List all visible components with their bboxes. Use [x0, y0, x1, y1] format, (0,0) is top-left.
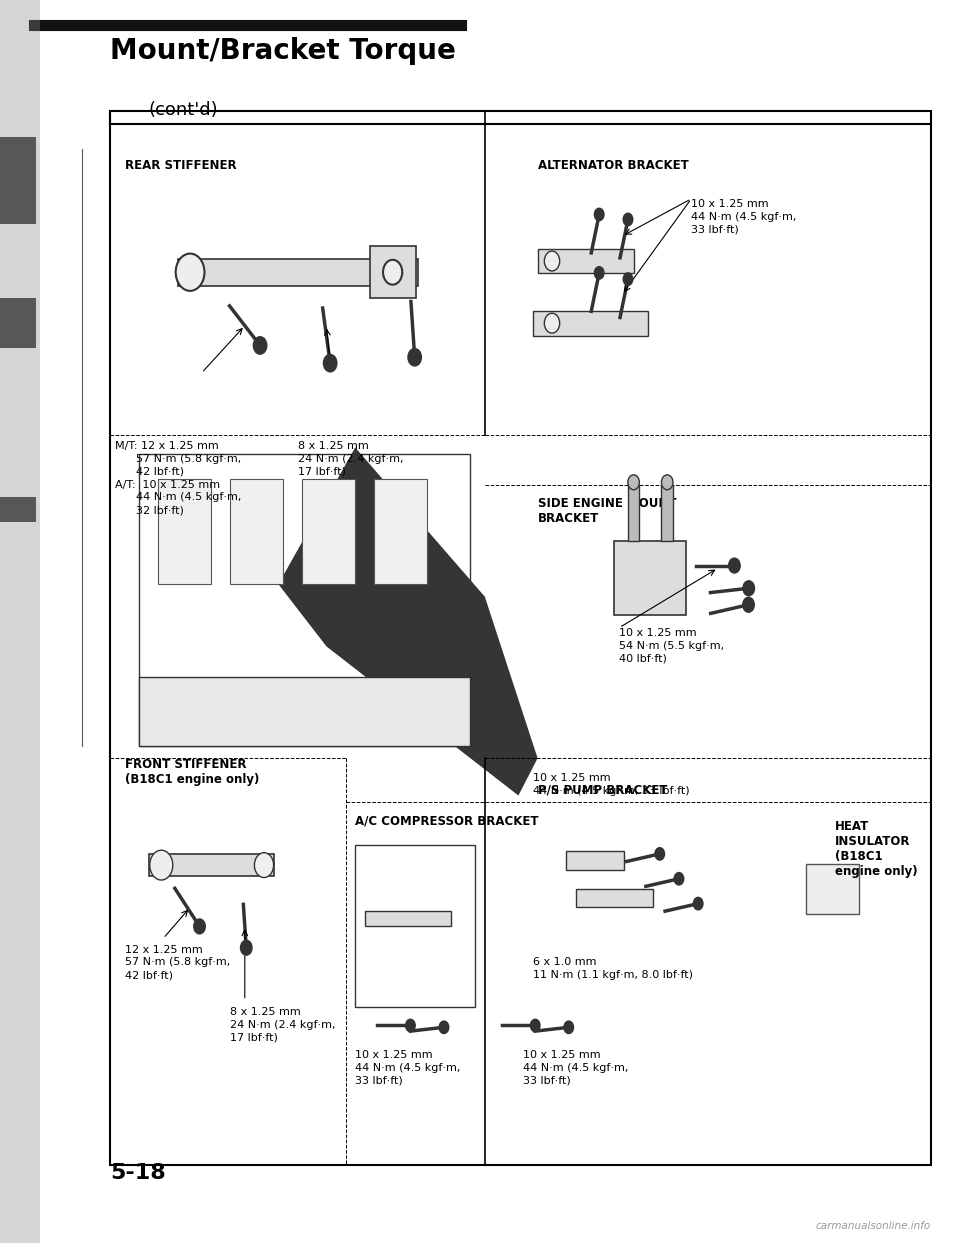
- Text: 8 x 1.25 mm
24 N·m (2.4 kgf·m,
17 lbf·ft): 8 x 1.25 mm 24 N·m (2.4 kgf·m, 17 lbf·ft…: [298, 441, 403, 477]
- Bar: [230, 479, 283, 584]
- Bar: [538, 249, 634, 273]
- Circle shape: [743, 580, 755, 595]
- Circle shape: [544, 313, 560, 333]
- Bar: [149, 854, 274, 876]
- Text: ALTERNATOR BRACKET: ALTERNATOR BRACKET: [538, 159, 688, 172]
- Circle shape: [729, 558, 740, 573]
- Bar: [355, 845, 475, 1007]
- Text: Mount/Bracket Torque: Mount/Bracket Torque: [110, 36, 456, 65]
- Circle shape: [655, 848, 664, 860]
- Text: 10 x 1.25 mm
44 N·m (4.5 kgf·m,
33 lbf·ft): 10 x 1.25 mm 44 N·m (4.5 kgf·m, 33 lbf·f…: [355, 1050, 461, 1086]
- Text: 10 x 1.25 mm
44 N·m (4.5 kgf·m,
33 lbf·ft): 10 x 1.25 mm 44 N·m (4.5 kgf·m, 33 lbf·f…: [691, 199, 797, 235]
- Text: 10 x 1.25 mm
44 N·m (4.5 kgf·m, 33 lbf·ft): 10 x 1.25 mm 44 N·m (4.5 kgf·m, 33 lbf·f…: [533, 773, 689, 796]
- Text: REAR STIFFENER: REAR STIFFENER: [125, 159, 236, 172]
- Circle shape: [674, 873, 684, 885]
- Text: 10 x 1.25 mm
44 N·m (4.5 kgf·m,
33 lbf·ft): 10 x 1.25 mm 44 N·m (4.5 kgf·m, 33 lbf·f…: [523, 1050, 629, 1086]
- Bar: [628, 485, 639, 541]
- Circle shape: [324, 354, 337, 372]
- Bar: [139, 677, 470, 746]
- Bar: [0, 298, 36, 348]
- Bar: [0, 497, 36, 522]
- Circle shape: [623, 273, 633, 286]
- Bar: [0, 0, 40, 1243]
- Circle shape: [150, 850, 173, 880]
- Bar: [533, 311, 648, 336]
- Text: P/S PUMP BRACKET: P/S PUMP BRACKET: [538, 783, 667, 796]
- Circle shape: [623, 214, 633, 226]
- Polygon shape: [278, 447, 538, 796]
- Bar: [139, 454, 470, 746]
- Circle shape: [254, 853, 274, 878]
- Text: A/C COMPRESSOR BRACKET: A/C COMPRESSOR BRACKET: [355, 814, 539, 827]
- Circle shape: [405, 1019, 415, 1032]
- Text: 8 x 1.25 mm
24 N·m (2.4 kgf·m,
17 lbf·ft): 8 x 1.25 mm 24 N·m (2.4 kgf·m, 17 lbf·ft…: [230, 1007, 336, 1043]
- Text: 5-18: 5-18: [110, 1163, 166, 1183]
- Circle shape: [408, 348, 421, 365]
- Circle shape: [594, 267, 604, 280]
- Circle shape: [693, 897, 703, 910]
- Bar: [566, 851, 624, 870]
- Bar: [365, 911, 451, 926]
- Bar: [576, 889, 653, 907]
- Text: FRONT STIFFENER
(B18C1 engine only): FRONT STIFFENER (B18C1 engine only): [125, 758, 259, 787]
- Bar: [806, 864, 859, 914]
- Bar: [158, 479, 211, 584]
- Text: 6 x 1.0 mm
11 N·m (1.1 kgf·m, 8.0 lbf·ft): 6 x 1.0 mm 11 N·m (1.1 kgf·m, 8.0 lbf·ft…: [533, 957, 693, 979]
- Text: SIDE ENGINE MOUNT
BRACKET: SIDE ENGINE MOUNT BRACKET: [538, 497, 676, 526]
- Text: (cont'd): (cont'd): [149, 102, 219, 119]
- Text: HEAT
INSULATOR
(B18C1
engine only): HEAT INSULATOR (B18C1 engine only): [835, 820, 918, 879]
- Text: carmanualsonline.info: carmanualsonline.info: [816, 1221, 931, 1231]
- Circle shape: [531, 1019, 540, 1032]
- Text: 12 x 1.25 mm
57 N·m (5.8 kgf·m,
42 lbf·ft): 12 x 1.25 mm 57 N·m (5.8 kgf·m, 42 lbf·f…: [125, 945, 230, 981]
- Bar: [302, 479, 355, 584]
- Circle shape: [439, 1021, 448, 1033]
- Circle shape: [383, 260, 402, 285]
- Bar: [614, 541, 686, 615]
- Circle shape: [176, 254, 204, 291]
- Bar: [110, 111, 931, 1165]
- Circle shape: [628, 475, 639, 490]
- Circle shape: [253, 337, 267, 354]
- Circle shape: [194, 919, 205, 933]
- Circle shape: [564, 1021, 573, 1033]
- Bar: [661, 485, 673, 541]
- Circle shape: [743, 598, 755, 613]
- Circle shape: [544, 251, 560, 271]
- Text: M/T: 12 x 1.25 mm
      57 N·m (5.8 kgf·m,
      42 lbf·ft)
A/T:  10 x 1.25 mm
 : M/T: 12 x 1.25 mm 57 N·m (5.8 kgf·m, 42 …: [115, 441, 242, 516]
- Circle shape: [241, 940, 252, 955]
- Text: 10 x 1.25 mm
54 N·m (5.5 kgf·m,
40 lbf·ft): 10 x 1.25 mm 54 N·m (5.5 kgf·m, 40 lbf·f…: [619, 628, 725, 664]
- Bar: [374, 479, 427, 584]
- Circle shape: [661, 475, 673, 490]
- Bar: [178, 259, 418, 286]
- Circle shape: [594, 209, 604, 221]
- Bar: [370, 246, 416, 298]
- Bar: [0, 137, 36, 224]
